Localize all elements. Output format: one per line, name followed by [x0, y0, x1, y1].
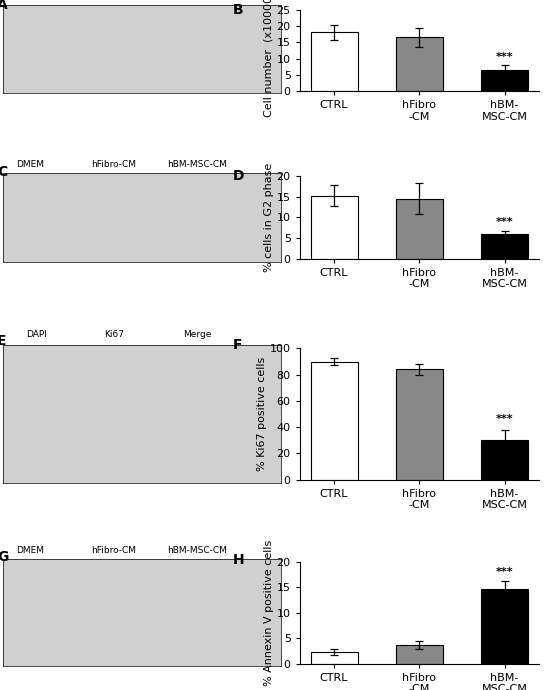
Y-axis label: % Ki67 positive cells: % Ki67 positive cells — [257, 357, 267, 471]
Text: hFibro-CM: hFibro-CM — [91, 546, 136, 555]
Text: hFibro-CM: hFibro-CM — [91, 160, 136, 169]
Bar — [311, 362, 358, 480]
Bar — [311, 196, 358, 259]
Bar — [396, 37, 443, 91]
Text: DMEM: DMEM — [16, 160, 45, 169]
Text: H: H — [233, 553, 244, 567]
Text: hBM-MSC-CM: hBM-MSC-CM — [167, 160, 227, 169]
Bar — [481, 70, 528, 91]
Bar — [481, 589, 528, 664]
Bar — [481, 234, 528, 259]
Text: D: D — [233, 169, 244, 184]
Bar — [396, 369, 443, 480]
Text: ***: *** — [496, 52, 514, 62]
Text: ***: *** — [496, 567, 514, 577]
Text: hBM-MSCM: hBM-MSCM — [172, 0, 222, 1]
Bar — [396, 645, 443, 664]
Text: ***: *** — [496, 217, 514, 227]
Text: hFibro-CM: hFibro-CM — [91, 0, 136, 1]
Text: CTRL: CTRL — [25, 0, 47, 1]
Bar — [311, 32, 358, 91]
Text: F: F — [233, 338, 242, 352]
Text: hBM-MSC-CM: hBM-MSC-CM — [167, 546, 227, 555]
Text: ***: *** — [496, 415, 514, 424]
Text: B: B — [233, 3, 244, 17]
Text: DAPI: DAPI — [26, 331, 47, 339]
Bar — [481, 440, 528, 480]
Text: E: E — [0, 334, 7, 348]
Y-axis label: % cells in G2 phase: % cells in G2 phase — [264, 163, 274, 272]
Text: Ki67: Ki67 — [104, 331, 124, 339]
Text: A: A — [0, 0, 8, 12]
Y-axis label: Cell number  (x100000): Cell number (x100000) — [264, 0, 274, 117]
Bar — [396, 199, 443, 259]
Text: C: C — [0, 166, 8, 179]
Bar — [311, 652, 358, 664]
Text: G: G — [0, 551, 9, 564]
Text: DMEM: DMEM — [16, 546, 45, 555]
Text: Merge: Merge — [183, 331, 211, 339]
Y-axis label: % Annexin V positive cells: % Annexin V positive cells — [264, 540, 274, 686]
